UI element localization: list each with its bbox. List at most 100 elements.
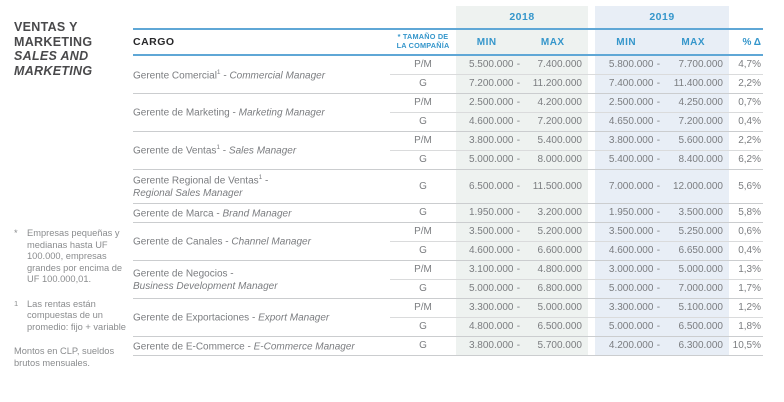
col-header-company-size-line1: * TAMAÑO DE: [397, 32, 449, 42]
delta-value: 10,5%: [729, 335, 763, 356]
table-row: Gerente de Marca - Brand Manager G 1.950…: [133, 202, 763, 222]
company-size-value: G: [390, 111, 456, 131]
superscript-one-marker: 1: [14, 298, 19, 308]
section-title-es-line2: MARKETING: [14, 34, 93, 49]
company-size-value: G: [390, 278, 456, 298]
footnotes: * Empresas pequeñas y medianas hasta UF …: [14, 228, 130, 369]
asterisk-marker: *: [14, 228, 18, 238]
range-2018: 6.500.000-11.500.000: [456, 168, 588, 203]
cargo-label: Gerente de Ventas1 - Sales Manager: [133, 130, 390, 169]
range-2019: 7.400.000-11.400.000: [595, 73, 729, 93]
col-header-cargo: CARGO: [133, 28, 390, 56]
footnote-montos: Montos en CLP, sueldos brutos mensuales.: [14, 346, 115, 368]
range-2019: 5.000.000-7.000.000: [595, 278, 729, 298]
footnote-company-size-text: Empresas pequeñas y medianas hasta UF 10…: [27, 228, 123, 284]
cargo-label: Gerente de Canales - Channel Manager: [133, 221, 390, 260]
col-header-min-2019: MIN: [616, 36, 637, 48]
col-header-company-size: * TAMAÑO DE LA COMPAÑÍA: [390, 28, 456, 56]
table-row: Gerente de Exportaciones - Export Manage…: [133, 297, 763, 336]
section-title: VENTAS Y MARKETING SALES AND MARKETING: [14, 20, 92, 78]
table-row: Gerente Comercial1 - Commercial Manager …: [133, 55, 763, 81]
range-2019: 3.800.000-5.600.000: [595, 130, 729, 150]
range-2018: 4.600.000-6.600.000: [456, 240, 588, 260]
delta-value: 0,6%: [729, 221, 763, 241]
range-2018: 3.100.000-4.800.000: [456, 259, 588, 279]
table-row: G 5.000.000-6.800.000 5.000.000-7.000.00…: [133, 278, 763, 298]
range-2019: 3.000.000-5.000.000: [595, 259, 729, 279]
table-row: Gerente de Canales - Channel Manager P/M…: [133, 221, 763, 260]
range-2018: 1.950.000-3.200.000: [456, 202, 588, 222]
delta-value: 2,2%: [729, 130, 763, 150]
company-size-value: G: [390, 240, 456, 260]
range-2018: 7.200.000-11.200.000: [456, 73, 588, 93]
cargo-label: Gerente de Negocios - Business Developmen…: [133, 259, 390, 298]
col-header-max-2018: MAX: [540, 36, 565, 48]
range-2018: 5.500.000-7.400.000: [456, 55, 588, 74]
delta-value: 6,2%: [729, 149, 763, 169]
section-title-es-line1: VENTAS Y: [14, 20, 78, 34]
col-header-minmax-2019: MIN MAX: [595, 28, 729, 56]
delta-value: 0,4%: [729, 240, 763, 260]
range-2019: 3.300.000-5.100.000: [595, 297, 729, 317]
table-row: Gerente de E-Commerce - E-Commerce Manag…: [133, 335, 763, 356]
delta-value: 1,3%: [729, 259, 763, 279]
range-2018: 3.300.000-5.000.000: [456, 297, 588, 317]
company-size-value: G: [390, 335, 456, 356]
range-2019: 1.950.000-3.500.000: [595, 202, 729, 222]
col-header-max-2019: MAX: [681, 36, 706, 48]
table-row: G 7.200.000-11.200.000 7.400.000-11.400.…: [133, 73, 763, 93]
range-2018: 2.500.000-4.200.000: [456, 92, 588, 112]
footnote-company-size: * Empresas pequeñas y medianas hasta UF …: [14, 228, 130, 286]
range-2018: 5.000.000-8.000.000: [456, 149, 588, 169]
table-row: Gerente de Negocios - Business Developmen…: [133, 259, 763, 298]
delta-value: 1,2%: [729, 297, 763, 317]
range-2019: 2.500.000-4.250.000: [595, 92, 729, 112]
company-size-value: P/M: [390, 259, 456, 279]
company-size-value: G: [390, 168, 456, 203]
range-2019: 7.000.000-12.000.000: [595, 168, 729, 203]
company-size-value: G: [390, 73, 456, 93]
company-size-value: G: [390, 316, 456, 336]
range-2019: 4.200.000-6.300.000: [595, 335, 729, 356]
cargo-label: Gerente de Marca - Brand Manager: [133, 202, 390, 222]
table-row: G 4.600.000-6.600.000 4.600.000-6.650.00…: [133, 240, 763, 260]
company-size-value: P/M: [414, 59, 432, 71]
col-header-minmax-2018: MIN MAX: [456, 28, 588, 56]
year-2019-header: 2019: [595, 6, 729, 29]
range-2019: 3.500.000-5.250.000: [595, 221, 729, 241]
company-size-value: G: [390, 149, 456, 169]
col-header-delta: % Δ: [729, 28, 763, 56]
table-row: Gerente de Ventas1 - Sales Manager P/M 3…: [133, 130, 763, 169]
table-row: G 5.000.000-8.000.000 5.400.000-8.400.00…: [133, 149, 763, 169]
company-size-value: G: [390, 202, 456, 222]
range-2018: 3.500.000-5.200.000: [456, 221, 588, 241]
cargo-label: Gerente Comercial1 - Commercial Manager: [133, 68, 326, 81]
delta-value: 0,7%: [729, 92, 763, 112]
col-header-min-2018: MIN: [476, 36, 497, 48]
section-title-en-line2: MARKETING: [14, 63, 93, 78]
cargo-label: Gerente de E-Commerce - E-Commerce Manag…: [133, 335, 390, 356]
salary-table: 2018 2019 CARGO * TAMAÑO DE LA COMPAÑÍA …: [133, 6, 763, 356]
footnote-rentas: 1 Las rentas están compuestas de un prom…: [14, 299, 130, 334]
table-row: Gerente de Marketing - Marketing Manager…: [133, 92, 763, 131]
column-header-row: CARGO * TAMAÑO DE LA COMPAÑÍA MIN MAX MI…: [133, 28, 763, 56]
cargo-label: Gerente de Marketing - Marketing Manager: [133, 92, 390, 131]
range-2019: 5.400.000-8.400.000: [595, 149, 729, 169]
range-2019: 4.600.000-6.650.000: [595, 240, 729, 260]
cargo-label: Gerente Regional de Ventas1 - Regional Sa…: [133, 168, 390, 203]
range-2019: 5.000.000-6.500.000: [595, 316, 729, 336]
company-size-value: P/M: [390, 92, 456, 112]
range-2018: 4.800.000-6.500.000: [456, 316, 588, 336]
delta-value: 4,7%: [738, 59, 761, 71]
range-2019: 5.800.000-7.700.000: [595, 55, 729, 74]
cargo-label: Gerente de Exportaciones - Export Manage…: [133, 297, 390, 336]
year-2018-header: 2018: [456, 6, 588, 29]
delta-value: 5,8%: [729, 202, 763, 222]
table-row: G 4.800.000-6.500.000 5.000.000-6.500.00…: [133, 316, 763, 336]
table-row: G 4.600.000-7.200.000 4.650.000-7.200.00…: [133, 111, 763, 131]
delta-value: 2,2%: [729, 73, 763, 93]
range-2018: 3.800.000-5.700.000: [456, 335, 588, 356]
company-size-value: P/M: [390, 130, 456, 150]
delta-value: 0,4%: [729, 111, 763, 131]
table-row: Gerente Regional de Ventas1 - Regional Sa…: [133, 168, 763, 203]
